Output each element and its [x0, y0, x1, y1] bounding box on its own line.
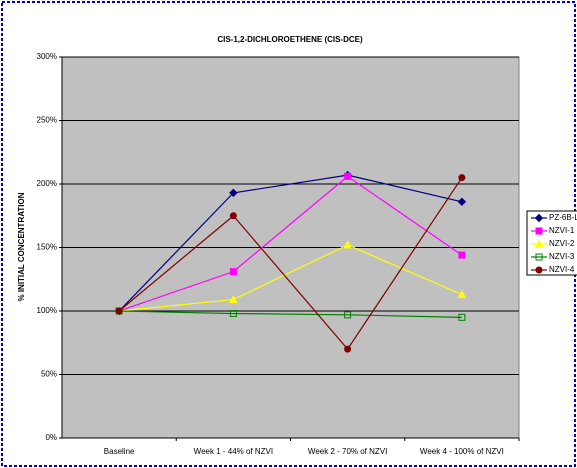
data-point [229, 295, 238, 304]
series-line [119, 244, 463, 312]
data-point [458, 251, 466, 259]
x-tick-label: Week 2 - 70% of NZVI [308, 447, 387, 456]
data-point [344, 311, 352, 319]
y-tick-label: 200% [37, 179, 57, 188]
data-point [229, 188, 238, 198]
x-tick-label: Week 4 - 100% of NZVI [420, 447, 504, 456]
legend-label: NZVI-4 [549, 265, 575, 274]
data-point [343, 240, 352, 249]
legend-marker [535, 227, 543, 235]
data-point [229, 212, 237, 220]
data-point [229, 310, 237, 318]
data-point [115, 307, 123, 315]
series-line [118, 177, 463, 351]
data-point [458, 313, 466, 321]
legend-label: PZ-6B-L [549, 213, 577, 222]
legend-label: NZVI-3 [549, 252, 575, 261]
y-tick-label: 50% [41, 370, 57, 379]
data-point [457, 197, 467, 206]
x-tick-label: Week 1 - 44% of NZVI [194, 447, 273, 456]
data-point [458, 174, 466, 182]
legend-label: NZVI-1 [549, 226, 575, 235]
data-point [344, 172, 352, 180]
data-point [229, 268, 237, 276]
legend-box [526, 210, 577, 276]
y-axis-title: % INITIAL CONCENTRATION [17, 192, 26, 301]
y-tick-label: 0% [45, 433, 57, 442]
y-tick-label: 300% [37, 52, 57, 61]
data-point [344, 345, 352, 353]
legend-label: NZVI-2 [549, 239, 575, 248]
x-tick-label: Baseline [104, 447, 135, 456]
y-tick-label: 250% [37, 116, 57, 125]
series-line [118, 175, 463, 312]
data-point [457, 289, 467, 298]
y-tick-label: 150% [37, 243, 57, 252]
series-line [118, 174, 463, 312]
chart-title: CIS-1,2-DICHLOROETHENE (CIS-DCE) [217, 35, 363, 44]
series-line [119, 310, 462, 318]
y-tick-label: 100% [37, 306, 57, 315]
legend-marker [535, 253, 543, 261]
legend-marker [534, 213, 544, 223]
legend-marker [534, 239, 544, 248]
legend-marker [535, 266, 543, 274]
